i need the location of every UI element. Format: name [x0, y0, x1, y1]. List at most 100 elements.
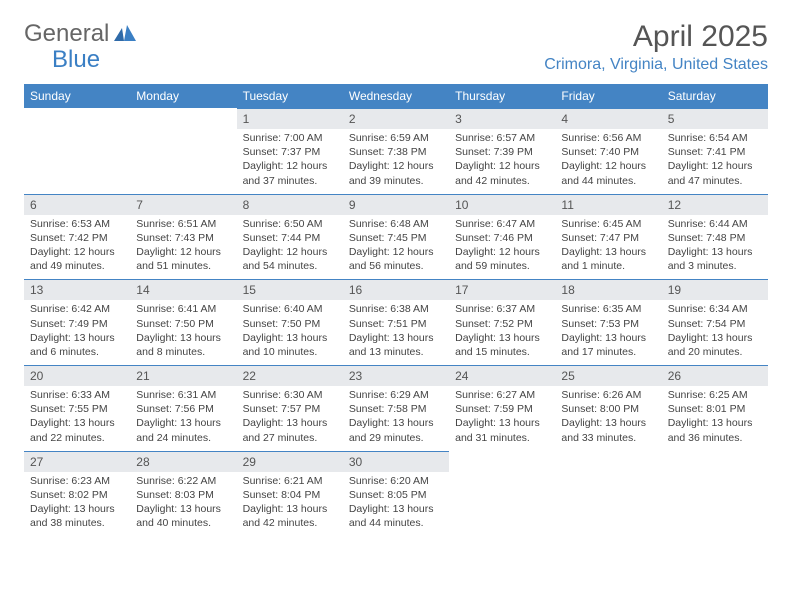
- sunrise-text: Sunrise: 6:26 AM: [561, 388, 655, 402]
- sunset-text: Sunset: 7:58 PM: [349, 402, 443, 416]
- sunrise-text: Sunrise: 6:40 AM: [243, 302, 337, 316]
- day-number: 6: [24, 194, 130, 215]
- weekday-header: Wednesday: [343, 84, 449, 108]
- calendar-body: ....1Sunrise: 7:00 AMSunset: 7:37 PMDayl…: [24, 108, 768, 536]
- daylight-text: Daylight: 12 hours and 51 minutes.: [136, 245, 230, 273]
- day-number: 14: [130, 279, 236, 300]
- weekday-header: Monday: [130, 84, 236, 108]
- sunrise-text: Sunrise: 6:35 AM: [561, 302, 655, 316]
- day-cell: 24Sunrise: 6:27 AMSunset: 7:59 PMDayligh…: [449, 365, 555, 451]
- day-cell: ..: [130, 108, 236, 194]
- day-number: 9: [343, 194, 449, 215]
- location-text: Crimora, Virginia, United States: [544, 56, 768, 74]
- weekday-header: Thursday: [449, 84, 555, 108]
- sunset-text: Sunset: 7:59 PM: [455, 402, 549, 416]
- sunrise-text: Sunrise: 6:47 AM: [455, 217, 549, 231]
- day-cell: 7Sunrise: 6:51 AMSunset: 7:43 PMDaylight…: [130, 194, 236, 280]
- day-body: Sunrise: 6:50 AMSunset: 7:44 PMDaylight:…: [237, 215, 343, 280]
- sunset-text: Sunset: 7:44 PM: [243, 231, 337, 245]
- day-body: Sunrise: 6:22 AMSunset: 8:03 PMDaylight:…: [130, 472, 236, 537]
- day-cell: 15Sunrise: 6:40 AMSunset: 7:50 PMDayligh…: [237, 279, 343, 365]
- day-number: 17: [449, 279, 555, 300]
- daylight-text: Daylight: 12 hours and 37 minutes.: [243, 159, 337, 187]
- title-block: April 2025 Crimora, Virginia, United Sta…: [544, 20, 768, 74]
- day-body: Sunrise: 6:35 AMSunset: 7:53 PMDaylight:…: [555, 300, 661, 365]
- sunset-text: Sunset: 7:56 PM: [136, 402, 230, 416]
- day-number: 29: [237, 451, 343, 472]
- logo-mark-icon: [114, 20, 136, 48]
- sunset-text: Sunset: 7:50 PM: [243, 317, 337, 331]
- daylight-text: Daylight: 13 hours and 17 minutes.: [561, 331, 655, 359]
- daylight-text: Daylight: 13 hours and 13 minutes.: [349, 331, 443, 359]
- day-number: 25: [555, 365, 661, 386]
- daylight-text: Daylight: 12 hours and 49 minutes.: [30, 245, 124, 273]
- daylight-text: Daylight: 13 hours and 6 minutes.: [30, 331, 124, 359]
- day-body: Sunrise: 6:47 AMSunset: 7:46 PMDaylight:…: [449, 215, 555, 280]
- day-body: Sunrise: 6:48 AMSunset: 7:45 PMDaylight:…: [343, 215, 449, 280]
- sunrise-text: Sunrise: 6:59 AM: [349, 131, 443, 145]
- sunset-text: Sunset: 7:43 PM: [136, 231, 230, 245]
- day-cell: 23Sunrise: 6:29 AMSunset: 7:58 PMDayligh…: [343, 365, 449, 451]
- day-number: 22: [237, 365, 343, 386]
- sunset-text: Sunset: 8:04 PM: [243, 488, 337, 502]
- daylight-text: Daylight: 13 hours and 24 minutes.: [136, 416, 230, 444]
- sunrise-text: Sunrise: 6:57 AM: [455, 131, 549, 145]
- day-number: 26: [662, 365, 768, 386]
- day-body: Sunrise: 6:20 AMSunset: 8:05 PMDaylight:…: [343, 472, 449, 537]
- day-cell: 6Sunrise: 6:53 AMSunset: 7:42 PMDaylight…: [24, 194, 130, 280]
- sunrise-text: Sunrise: 6:48 AM: [349, 217, 443, 231]
- day-cell: ..: [449, 451, 555, 537]
- daylight-text: Daylight: 12 hours and 47 minutes.: [668, 159, 762, 187]
- table-row: 6Sunrise: 6:53 AMSunset: 7:42 PMDaylight…: [24, 194, 768, 280]
- sunset-text: Sunset: 7:51 PM: [349, 317, 443, 331]
- day-cell: 13Sunrise: 6:42 AMSunset: 7:49 PMDayligh…: [24, 279, 130, 365]
- day-body: Sunrise: 6:23 AMSunset: 8:02 PMDaylight:…: [24, 472, 130, 537]
- day-body: Sunrise: 6:54 AMSunset: 7:41 PMDaylight:…: [662, 129, 768, 194]
- day-number: 24: [449, 365, 555, 386]
- daylight-text: Daylight: 12 hours and 42 minutes.: [455, 159, 549, 187]
- sunrise-text: Sunrise: 6:31 AM: [136, 388, 230, 402]
- daylight-text: Daylight: 13 hours and 36 minutes.: [668, 416, 762, 444]
- day-body: Sunrise: 6:45 AMSunset: 7:47 PMDaylight:…: [555, 215, 661, 280]
- day-number: 2: [343, 108, 449, 129]
- day-cell: 27Sunrise: 6:23 AMSunset: 8:02 PMDayligh…: [24, 451, 130, 537]
- table-row: 13Sunrise: 6:42 AMSunset: 7:49 PMDayligh…: [24, 279, 768, 365]
- day-body: Sunrise: 6:29 AMSunset: 7:58 PMDaylight:…: [343, 386, 449, 451]
- sunset-text: Sunset: 7:53 PM: [561, 317, 655, 331]
- day-cell: 20Sunrise: 6:33 AMSunset: 7:55 PMDayligh…: [24, 365, 130, 451]
- day-cell: 30Sunrise: 6:20 AMSunset: 8:05 PMDayligh…: [343, 451, 449, 537]
- sunrise-text: Sunrise: 6:33 AM: [30, 388, 124, 402]
- day-cell: ..: [24, 108, 130, 194]
- daylight-text: Daylight: 13 hours and 1 minute.: [561, 245, 655, 273]
- day-body: Sunrise: 6:33 AMSunset: 7:55 PMDaylight:…: [24, 386, 130, 451]
- page-title: April 2025: [544, 20, 768, 54]
- daylight-text: Daylight: 13 hours and 33 minutes.: [561, 416, 655, 444]
- day-cell: 5Sunrise: 6:54 AMSunset: 7:41 PMDaylight…: [662, 108, 768, 194]
- sunset-text: Sunset: 7:42 PM: [30, 231, 124, 245]
- daylight-text: Daylight: 13 hours and 38 minutes.: [30, 502, 124, 530]
- day-body: Sunrise: 6:53 AMSunset: 7:42 PMDaylight:…: [24, 215, 130, 280]
- sunrise-text: Sunrise: 6:29 AM: [349, 388, 443, 402]
- sunset-text: Sunset: 8:02 PM: [30, 488, 124, 502]
- day-number: 12: [662, 194, 768, 215]
- sunrise-text: Sunrise: 6:30 AM: [243, 388, 337, 402]
- day-body: Sunrise: 6:38 AMSunset: 7:51 PMDaylight:…: [343, 300, 449, 365]
- day-cell: 19Sunrise: 6:34 AMSunset: 7:54 PMDayligh…: [662, 279, 768, 365]
- sunset-text: Sunset: 7:49 PM: [30, 317, 124, 331]
- day-cell: 26Sunrise: 6:25 AMSunset: 8:01 PMDayligh…: [662, 365, 768, 451]
- weekday-header: Tuesday: [237, 84, 343, 108]
- day-number: 23: [343, 365, 449, 386]
- day-number: 11: [555, 194, 661, 215]
- day-body: Sunrise: 6:31 AMSunset: 7:56 PMDaylight:…: [130, 386, 236, 451]
- daylight-text: Daylight: 12 hours and 56 minutes.: [349, 245, 443, 273]
- day-number: 3: [449, 108, 555, 129]
- sunrise-text: Sunrise: 6:20 AM: [349, 474, 443, 488]
- sunrise-text: Sunrise: 6:38 AM: [349, 302, 443, 316]
- sunset-text: Sunset: 7:45 PM: [349, 231, 443, 245]
- sunset-text: Sunset: 7:37 PM: [243, 145, 337, 159]
- day-cell: 3Sunrise: 6:57 AMSunset: 7:39 PMDaylight…: [449, 108, 555, 194]
- day-cell: 9Sunrise: 6:48 AMSunset: 7:45 PMDaylight…: [343, 194, 449, 280]
- sunrise-text: Sunrise: 6:45 AM: [561, 217, 655, 231]
- sunset-text: Sunset: 8:00 PM: [561, 402, 655, 416]
- daylight-text: Daylight: 13 hours and 3 minutes.: [668, 245, 762, 273]
